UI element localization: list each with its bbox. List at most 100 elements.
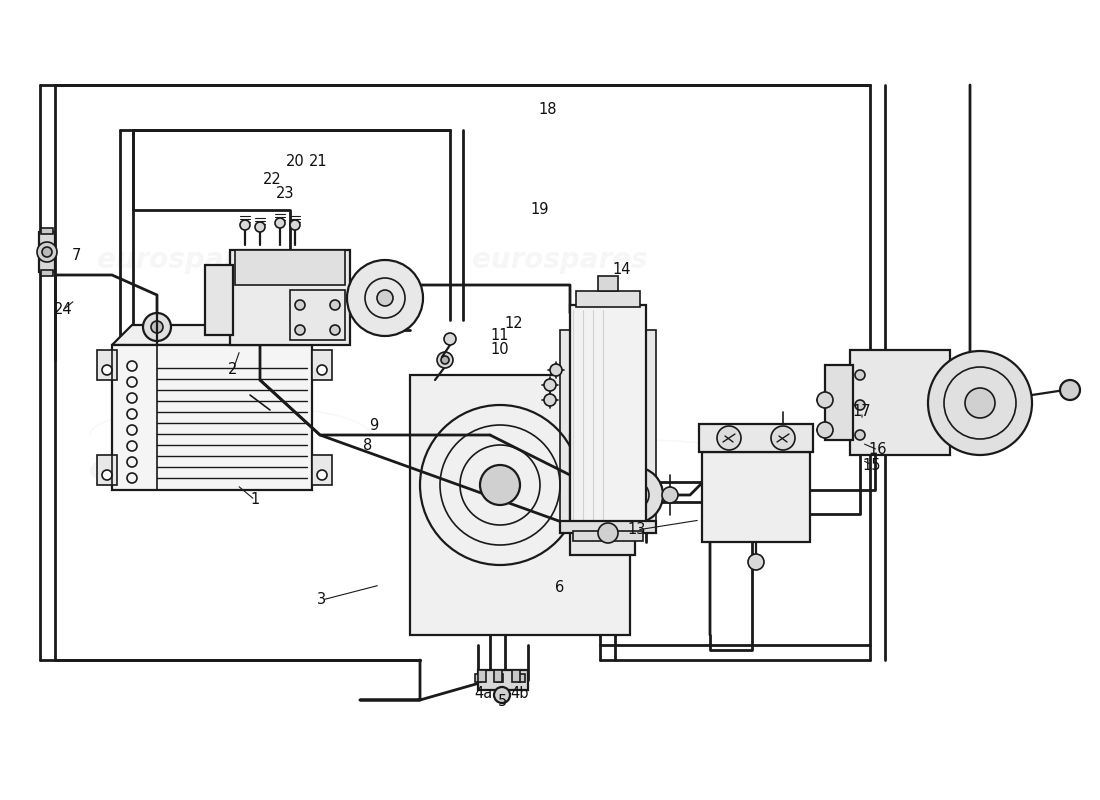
Circle shape	[544, 394, 556, 406]
Bar	[97, 350, 117, 380]
Circle shape	[928, 351, 1032, 455]
Circle shape	[346, 260, 424, 336]
Circle shape	[255, 222, 265, 232]
Circle shape	[377, 290, 393, 306]
Circle shape	[240, 220, 250, 230]
Bar	[112, 345, 157, 490]
Bar	[230, 250, 350, 345]
Bar	[825, 365, 852, 440]
Text: 1: 1	[251, 493, 260, 507]
Text: 13: 13	[628, 522, 646, 538]
Circle shape	[717, 426, 741, 450]
Circle shape	[295, 300, 305, 310]
Circle shape	[965, 388, 996, 418]
Circle shape	[544, 379, 556, 391]
Text: 2: 2	[229, 362, 238, 378]
Circle shape	[748, 554, 764, 570]
Bar	[410, 375, 630, 635]
Circle shape	[102, 470, 112, 480]
Bar	[850, 350, 950, 455]
Text: eurospares: eurospares	[463, 455, 657, 485]
Text: 6: 6	[556, 579, 564, 594]
Circle shape	[855, 430, 865, 440]
Bar	[702, 452, 810, 542]
Circle shape	[1060, 380, 1080, 400]
Text: 10: 10	[491, 342, 509, 357]
Bar	[312, 350, 332, 380]
Circle shape	[607, 467, 663, 523]
Text: 5: 5	[497, 694, 507, 710]
Polygon shape	[112, 325, 312, 345]
Text: 15: 15	[862, 458, 881, 473]
Bar	[598, 276, 618, 291]
Text: 14: 14	[613, 262, 631, 278]
Bar	[235, 250, 345, 285]
Bar	[560, 330, 572, 530]
Circle shape	[271, 324, 283, 336]
Text: 3: 3	[318, 593, 327, 607]
Circle shape	[42, 247, 52, 257]
Bar	[478, 670, 528, 690]
Text: 12: 12	[505, 317, 524, 331]
Circle shape	[550, 364, 562, 376]
Text: 19: 19	[530, 202, 549, 218]
Bar	[570, 435, 635, 555]
Circle shape	[151, 321, 163, 333]
Circle shape	[662, 487, 678, 503]
Circle shape	[330, 300, 340, 310]
Circle shape	[437, 352, 453, 368]
Text: 8: 8	[363, 438, 373, 453]
Bar	[512, 670, 520, 682]
Bar	[570, 305, 646, 525]
Bar	[415, 377, 625, 405]
Bar	[475, 674, 481, 682]
Text: 18: 18	[539, 102, 558, 118]
Bar	[560, 521, 656, 533]
Circle shape	[263, 316, 292, 344]
Circle shape	[855, 370, 865, 380]
Text: 20: 20	[286, 154, 305, 170]
Text: 21: 21	[309, 154, 328, 170]
Bar	[576, 291, 640, 307]
Text: 9: 9	[370, 418, 378, 433]
Bar	[519, 674, 525, 682]
Bar	[644, 330, 656, 530]
Circle shape	[275, 218, 285, 228]
Text: 16: 16	[869, 442, 888, 458]
Text: eurospares: eurospares	[472, 246, 648, 274]
Bar	[312, 455, 332, 485]
Circle shape	[37, 242, 57, 262]
Circle shape	[817, 422, 833, 438]
Text: 24: 24	[54, 302, 73, 318]
Text: 22: 22	[263, 173, 282, 187]
Bar	[41, 270, 53, 276]
Bar	[573, 531, 644, 541]
Circle shape	[480, 465, 520, 505]
Bar	[494, 670, 502, 682]
Text: eurospares: eurospares	[89, 455, 282, 485]
Circle shape	[317, 365, 327, 375]
Circle shape	[598, 523, 618, 543]
Text: 4a: 4a	[474, 686, 492, 701]
Text: 11: 11	[491, 329, 509, 343]
Circle shape	[855, 400, 865, 410]
Bar	[420, 410, 585, 575]
Bar	[290, 290, 345, 340]
Bar	[41, 228, 53, 234]
Text: 7: 7	[72, 247, 80, 262]
Circle shape	[771, 426, 795, 450]
Circle shape	[817, 392, 833, 408]
Circle shape	[317, 470, 327, 480]
Circle shape	[444, 333, 456, 345]
Circle shape	[494, 687, 510, 703]
Bar	[205, 265, 233, 335]
Bar	[497, 674, 503, 682]
Bar	[698, 424, 813, 452]
Circle shape	[441, 356, 449, 364]
Circle shape	[330, 325, 340, 335]
Text: 4b: 4b	[510, 686, 529, 701]
Text: eurospares: eurospares	[97, 246, 273, 274]
Circle shape	[290, 220, 300, 230]
Circle shape	[143, 313, 170, 341]
Bar	[478, 670, 486, 682]
